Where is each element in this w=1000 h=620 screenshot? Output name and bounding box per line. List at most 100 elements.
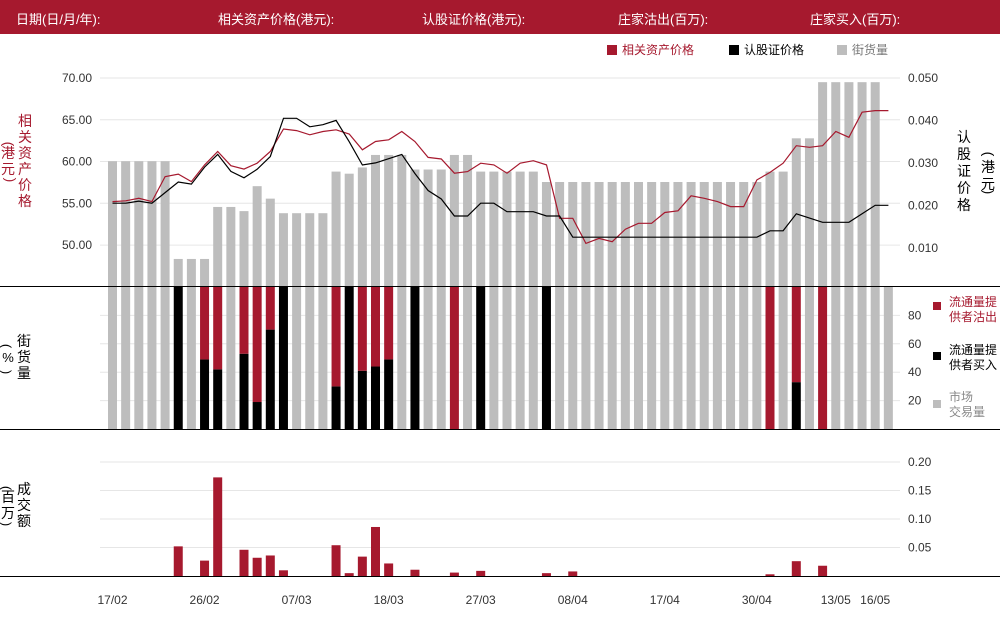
legend-warrant-swatch [729, 45, 739, 55]
legend-underlying-label: 相关资产价格 [622, 42, 694, 57]
lp-sell-bar-52 [791, 287, 801, 383]
left-price-axis-paren-open: ( [1, 142, 17, 147]
right-price-tick: 0.010 [908, 241, 938, 255]
header-bar: 日期(日/月/年): 相关资产价格(港元): 认股证价格(港元): 庄家沽出(百… [0, 0, 1000, 34]
lp-buy-bar-20 [371, 366, 380, 429]
outstanding-bar-46 [712, 182, 722, 286]
market-volume-bar-32 [528, 287, 538, 429]
lp-buy-bar-12 [265, 329, 275, 429]
legend-outstanding-swatch [837, 45, 847, 55]
outstanding-bar-54 [818, 82, 828, 286]
outstanding-bar-16 [318, 213, 328, 286]
outstanding-bar-56 [844, 82, 854, 286]
lp-buy-bar-52 [791, 382, 801, 429]
outstanding-bar-4 [160, 161, 170, 286]
outstanding-bar-48 [739, 182, 749, 286]
outstanding-bar-12 [265, 198, 275, 286]
outstanding-bar-11 [252, 186, 262, 286]
market-volume-bar-39 [620, 287, 630, 429]
x-axis-date-label: 17/04 [650, 593, 680, 607]
outstanding-bar-2 [134, 161, 144, 286]
lp-sell-bar-10 [239, 287, 249, 354]
market-volume-bar-40 [634, 287, 643, 429]
outstanding-bar-32 [528, 171, 538, 286]
x-axis-date-label: 30/04 [742, 593, 772, 607]
turnover-tick: 0.20 [908, 455, 932, 469]
turnover-bar-8 [213, 477, 223, 576]
outstanding-bar-19 [357, 167, 367, 286]
market-volume-bar-22 [397, 287, 407, 429]
outstanding-bar-20 [371, 154, 380, 286]
outstanding-axis-title: 街货量 [17, 333, 31, 381]
outstanding-bar-43 [673, 182, 683, 286]
outstanding-bar-55 [831, 82, 841, 286]
outstanding-bar-38 [607, 182, 617, 286]
x-axis-date-label: 13/05 [821, 593, 851, 607]
outstanding-bar-42 [660, 182, 670, 286]
warrant-price-line [112, 117, 889, 238]
lp-buy-bar-28 [476, 287, 486, 429]
outstanding-bar-53 [804, 138, 814, 286]
x-axis-date-label: 16/05 [860, 593, 890, 607]
market-volume-bar-53 [804, 287, 814, 429]
outstanding-bar-17 [331, 171, 341, 286]
x-axis-date-label: 17/02 [97, 593, 127, 607]
legend-lp-sell-label: 流通量提供者沽出 [949, 294, 997, 324]
turnover-bar-54 [818, 565, 828, 576]
market-volume-bar-56 [844, 287, 854, 429]
outstanding-bar-36 [581, 182, 591, 286]
outstanding-bar-13 [278, 213, 288, 286]
lp-sell-bar-7 [200, 287, 210, 360]
lp-buy-bar-11 [252, 402, 262, 429]
market-volume-bar-47 [726, 287, 736, 429]
turnover-bar-23 [410, 569, 420, 576]
right-price-axis-paren-close: ) [981, 190, 997, 195]
outstanding-axis-unit: % [2, 350, 14, 365]
legend-market-label: 市场交易量 [949, 389, 985, 419]
lp-buy-bar-33 [541, 287, 551, 429]
legend-underlying-swatch [607, 45, 617, 55]
lp-buy-bar-18 [344, 287, 354, 429]
lp-sell-bar-8 [213, 287, 223, 370]
market-volume-bar-41 [647, 287, 657, 429]
outstanding-bar-39 [620, 182, 630, 286]
turnover-bar-10 [239, 549, 249, 576]
lp-sell-bar-50 [765, 287, 775, 429]
outstanding-bar-22 [397, 154, 407, 286]
outstanding-bar-29 [489, 171, 499, 286]
turnover-axis-unit: 百万 [1, 489, 15, 521]
market-volume-bar-42 [660, 287, 670, 429]
outstanding-bar-5 [173, 258, 183, 286]
market-volume-bar-45 [699, 287, 709, 429]
outstanding-bar-0 [108, 161, 117, 286]
market-volume-bar-35 [568, 287, 578, 429]
turnover-bar-50 [765, 574, 775, 576]
left-price-tick: 50.00 [62, 238, 92, 252]
right-price-tick: 0.040 [908, 113, 938, 127]
market-volume-bar-0 [108, 287, 117, 429]
volume-tick: 20 [908, 394, 922, 408]
market-volume-bar-44 [686, 287, 696, 429]
left-price-tick: 65.00 [62, 113, 92, 127]
market-volume-bar-3 [147, 287, 157, 429]
outstanding-bar-26 [449, 154, 459, 286]
turnover-bar-20 [371, 526, 380, 576]
turnover-bar-12 [265, 555, 275, 576]
market-volume-bar-51 [778, 287, 788, 429]
outstanding-bar-45 [699, 182, 709, 286]
outstanding-bar-57 [857, 82, 867, 286]
outstanding-bar-18 [344, 173, 354, 286]
underlying-price-label: 相关资产价格(港元): [218, 12, 335, 27]
outstanding-bar-3 [147, 161, 157, 286]
outstanding-bar-40 [634, 182, 643, 286]
lp-sell-bar-20 [371, 287, 380, 367]
market-volume-bar-29 [489, 287, 499, 429]
outstanding-bar-6 [186, 258, 196, 286]
turnover-axis-title: 成交额 [17, 481, 31, 529]
turnover-axis-paren-close: ) [0, 522, 14, 526]
outstanding-bar-14 [292, 213, 302, 286]
turnover-bar-21 [384, 563, 394, 576]
issuer-sold-label: 庄家沽出(百万): [618, 12, 709, 27]
turnover-bar-7 [200, 560, 210, 576]
lp-sell-bar-12 [265, 287, 275, 330]
